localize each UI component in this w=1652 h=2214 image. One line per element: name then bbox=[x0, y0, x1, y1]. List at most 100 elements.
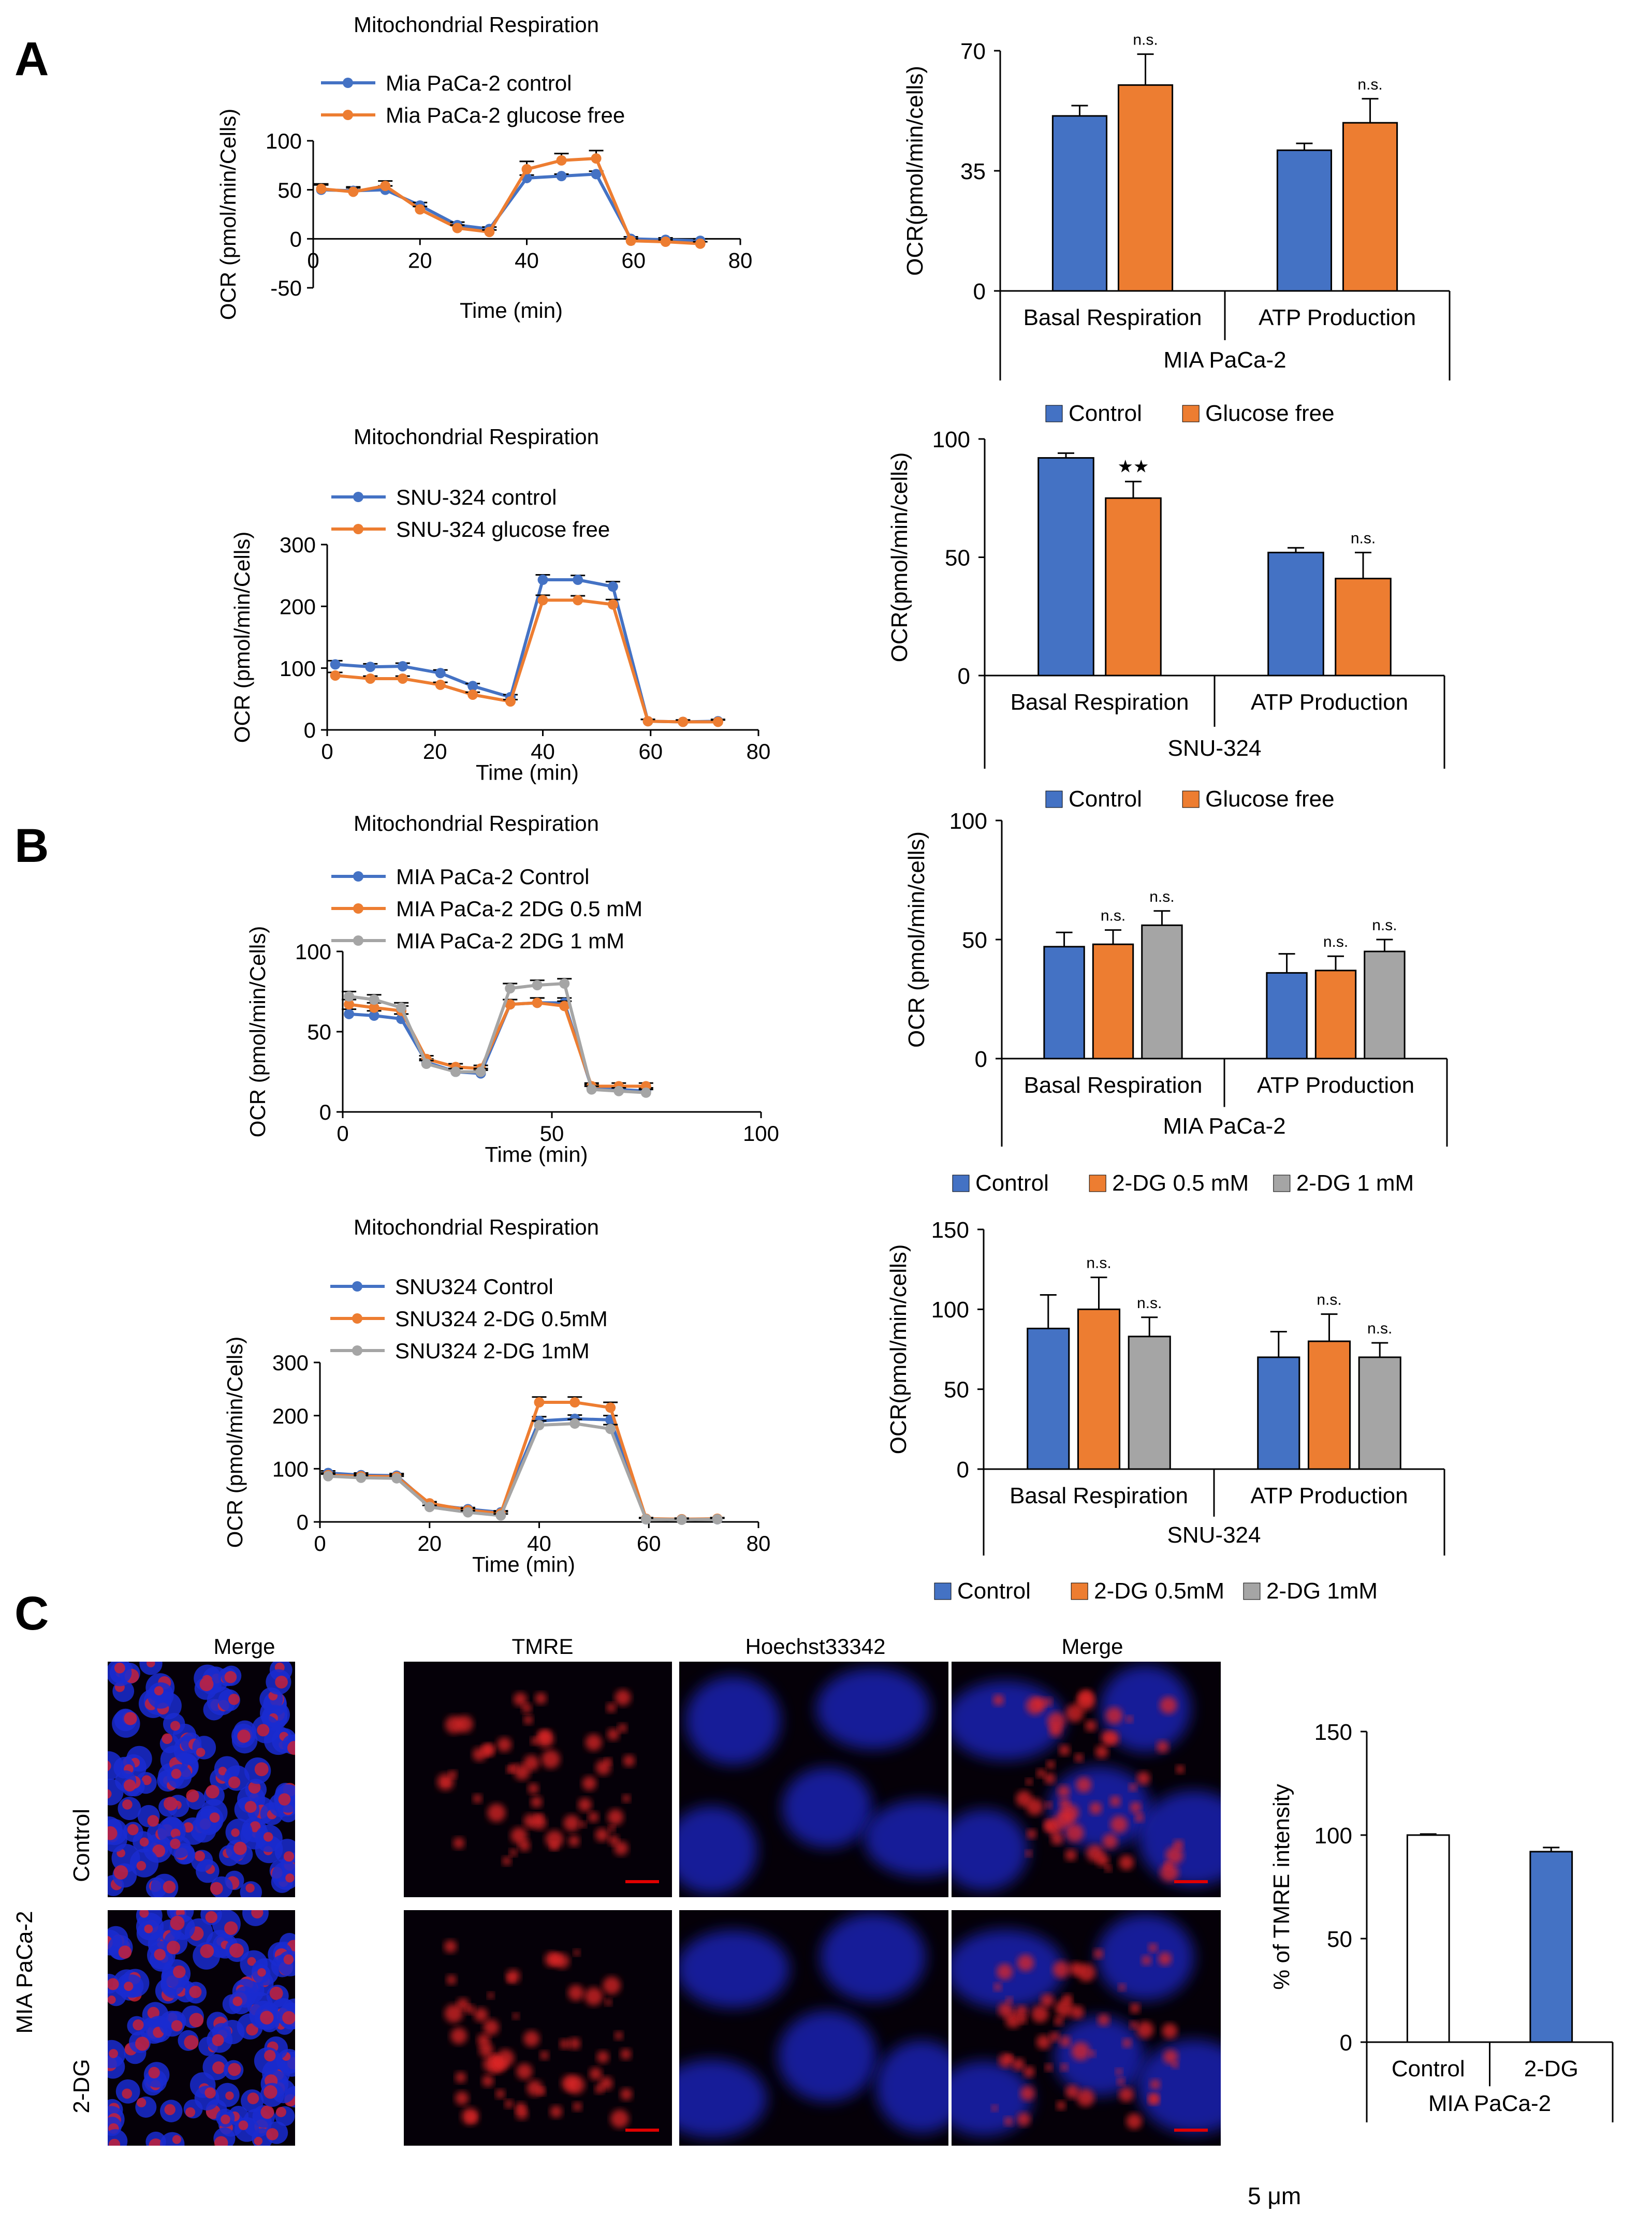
micrograph-col-title-merge-low: Merge bbox=[213, 1634, 275, 1659]
y-tick-label: 0 bbox=[297, 1510, 309, 1534]
mitochondria-signal bbox=[536, 1730, 554, 1748]
mito-blob bbox=[147, 1662, 155, 1668]
bar-glucose-free-basal-respiration bbox=[1117, 84, 1174, 292]
nucleus bbox=[952, 1681, 1065, 1761]
x-tick-label: 0 bbox=[321, 739, 333, 764]
mitochondria-signal bbox=[483, 2019, 499, 2035]
scale-bar-label: 5 μm bbox=[1248, 2182, 1301, 2209]
mitochondria-signal bbox=[573, 1949, 580, 1956]
x-axis-label: Time (min) bbox=[485, 1142, 588, 1167]
mito-blob bbox=[108, 1995, 116, 2004]
legend-swatch-glucose-free bbox=[1182, 405, 1200, 422]
legend-label-2-dg-1mm: 2-DG 1mM bbox=[1266, 1578, 1378, 1604]
y-tick-label: 300 bbox=[272, 1351, 309, 1375]
mitochondria-signal bbox=[1089, 2050, 1096, 2057]
micrograph-row-label-control: Control bbox=[69, 1809, 94, 1882]
mitochondria-signal bbox=[473, 1794, 482, 1804]
legend-label-mia-paca-2-2dg-1-mm: MIA PaCa-2 2DG 1 mM bbox=[396, 929, 624, 953]
mito-blob bbox=[260, 2011, 274, 2025]
mitochondria-signal bbox=[1025, 1850, 1032, 1857]
y-tick-label: 100 bbox=[949, 809, 987, 834]
mito-blob bbox=[186, 1789, 199, 1802]
legend-label-snu324-2-dg-1mm: SNU324 2-DG 1mM bbox=[395, 1339, 590, 1363]
data-point-snu324-2-dg-1mm bbox=[534, 1420, 545, 1431]
data-point-snu324-2-dg-1mm bbox=[495, 1510, 506, 1521]
mitochondria-signal bbox=[1024, 2066, 1035, 2078]
mito-blob bbox=[224, 1921, 238, 1935]
mitochondria-signal bbox=[1056, 2101, 1066, 2110]
y-tick-label: 0 bbox=[1340, 2030, 1352, 2056]
mitochondria-signal bbox=[1076, 2089, 1094, 2107]
mitochondria-signal bbox=[607, 1728, 619, 1741]
mitochondria-signal bbox=[1057, 1785, 1070, 1798]
y-axis-label: OCR(pmol/min/cells) bbox=[887, 452, 912, 663]
y-axis-label: % of TMRE intensity bbox=[1269, 1784, 1294, 1990]
x-tick-label: 40 bbox=[531, 739, 555, 764]
mito-blob bbox=[228, 1693, 240, 1705]
mitochondria-signal bbox=[1055, 1810, 1073, 1828]
micrograph-image bbox=[444, 1940, 659, 2132]
mitochondria-signal bbox=[1031, 2005, 1049, 2023]
mitochondria-signal bbox=[1130, 2003, 1140, 2014]
mitochondria-signal bbox=[606, 1703, 616, 1712]
legend-label-mia-paca-2-2dg-0-5-mm: MIA PaCa-2 2DG 0.5 mM bbox=[396, 897, 642, 921]
data-point-mia-paca-2-glucose-free bbox=[348, 186, 359, 197]
mitochondria-signal bbox=[1065, 1704, 1084, 1722]
legend-label-2-dg-0-5-mm: 2-DG 0.5 mM bbox=[1112, 1170, 1249, 1196]
bar-2-dg-0-5-mm-basal-respiration bbox=[1092, 943, 1134, 1060]
y-tick-label: -50 bbox=[270, 276, 302, 300]
x-tick-label: 0 bbox=[337, 1121, 348, 1146]
mito-blob bbox=[171, 2020, 183, 2032]
data-point-snu324-2-dg-1mm bbox=[676, 1514, 687, 1525]
mitochondria-signal bbox=[446, 1975, 457, 1985]
mitochondria-signal bbox=[1074, 1753, 1084, 1762]
series-line-mia-paca-2-2dg-0-5-mm bbox=[348, 1001, 646, 1088]
legend-swatch-2-dg-1mm bbox=[1243, 1582, 1261, 1600]
nucleus bbox=[685, 1676, 781, 1765]
mito-blob bbox=[204, 2087, 216, 2099]
chart-b-line-snu: Mitochondrial Respiration 0 100 200 300 0 20 40… bbox=[223, 1215, 770, 1577]
y-axis-label: OCR (pmol/min/cells) bbox=[904, 831, 929, 1048]
legend-label-mia-paca-2-glucose-free: Mia PaCa-2 glucose free bbox=[386, 103, 625, 127]
mito-blob bbox=[123, 1779, 136, 1792]
x-category-label: Control bbox=[1392, 2056, 1465, 2081]
legend-marker-mia-paca-2-glucose-free bbox=[343, 110, 353, 120]
series-line-snu324-2-dg-1mm bbox=[328, 1422, 718, 1521]
mitochondria-signal bbox=[1160, 1696, 1177, 1714]
data-point-mia-paca-2-glucose-free bbox=[380, 181, 391, 192]
nucleus-blob bbox=[160, 2132, 185, 2146]
y-tick-label: 50 bbox=[307, 1020, 331, 1044]
nucleus-blob bbox=[196, 1806, 224, 1834]
y-tick-label: 100 bbox=[931, 1297, 969, 1323]
mito-blob bbox=[108, 1826, 118, 1840]
mitochondria-signal bbox=[535, 1692, 547, 1705]
data-point-snu324-2-dg-1mm bbox=[462, 1507, 473, 1518]
mito-blob bbox=[194, 1851, 205, 1861]
mito-blob bbox=[170, 1838, 181, 1849]
mitochondria-signal bbox=[1172, 2061, 1179, 2069]
y-tick-label: 100 bbox=[932, 427, 970, 452]
y-tick-label: 50 bbox=[962, 928, 987, 953]
mitochondria-signal bbox=[998, 2002, 1014, 2018]
mitochondria-signal bbox=[1049, 1724, 1062, 1737]
nucleus-blob bbox=[147, 1682, 174, 1709]
data-point-mia-paca-2-2dg-1-mm bbox=[559, 978, 570, 989]
mito-blob bbox=[263, 1832, 273, 1842]
mitochondria-signal bbox=[615, 2031, 623, 2040]
mito-blob bbox=[172, 2135, 181, 2144]
legend-swatch-glucose-free bbox=[1182, 790, 1200, 808]
mitochondria-signal bbox=[1026, 1778, 1033, 1785]
mito-blob bbox=[247, 1957, 256, 1966]
mitochondria-signal bbox=[1102, 1834, 1118, 1849]
y-tick-label: 50 bbox=[1327, 1927, 1352, 1952]
mitochondria-signal bbox=[523, 1814, 538, 1828]
data-point-snu324-2-dg-1mm bbox=[323, 1471, 333, 1482]
mito-blob bbox=[144, 1924, 153, 1933]
x-category-label: ATP Production bbox=[1257, 1073, 1414, 1098]
nucleus bbox=[952, 2061, 1032, 2136]
x-tick-label: 80 bbox=[728, 248, 753, 272]
nucleus bbox=[1138, 1791, 1221, 1886]
mitochondria-signal bbox=[1160, 1863, 1179, 1882]
